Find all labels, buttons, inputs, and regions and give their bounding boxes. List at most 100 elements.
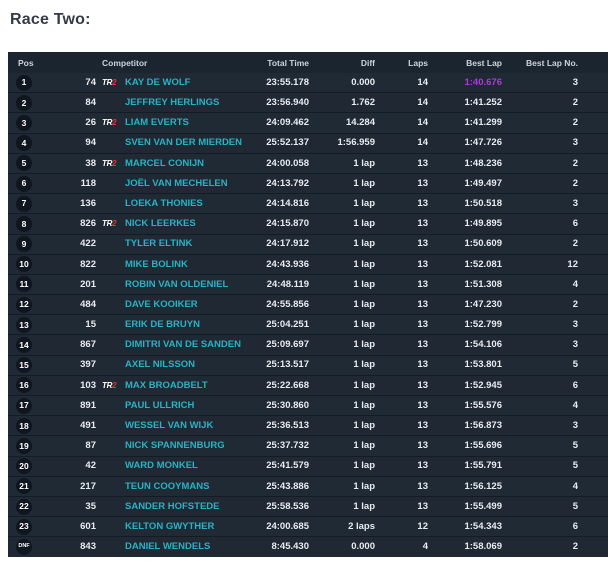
table-row: 16 103 TR2 MAX BROADBELT 25:22.668 1 lap … (8, 374, 608, 396)
position-badge: 3 (16, 114, 32, 131)
laps-cell: 14 (378, 132, 431, 154)
header-best-lap-no: Best Lap No. (505, 52, 608, 73)
laps-cell: 13 (378, 415, 431, 436)
competitor-name[interactable]: TEUN COOYMANS (125, 480, 210, 492)
competitor-name[interactable]: DIMITRI VAN DE SANDEN (125, 339, 241, 351)
total-time-cell: 25:58.536 (250, 495, 312, 517)
competitor-name[interactable]: PAUL ULLRICH (125, 399, 195, 411)
tr2-team-logo: TR2 (102, 158, 117, 168)
page-title: Race Two: (10, 11, 91, 28)
competitor-name[interactable]: ROBIN VAN OLDENIEL (125, 278, 229, 290)
competitor-name[interactable]: LIAM EVERTS (125, 117, 189, 129)
best-lap-no-cell: 6 (505, 213, 608, 234)
table-row: 17 891 PAUL ULLRICH 25:30.860 1 lap 13 1… (8, 394, 608, 416)
position-badge: 17 (16, 397, 32, 414)
competitor-name[interactable]: DANIEL WENDELS (125, 541, 211, 553)
competitor-name[interactable]: WARD MONKEL (125, 460, 198, 472)
table-row: 22 35 SANDER HOFSTEDE 25:58.536 1 lap 13… (8, 495, 608, 517)
competitor-number: 843 (42, 536, 100, 557)
competitor-name[interactable]: NICK LEERKES (125, 218, 196, 230)
table-row: 14 867 DIMITRI VAN DE SANDEN 25:09.697 1… (8, 334, 608, 356)
position-badge: DNF (16, 538, 32, 555)
laps-cell: 13 (378, 273, 431, 295)
results-header: Pos Competitor Total Time Diff Laps Best… (8, 52, 608, 73)
total-time-cell: 23:56.940 (250, 92, 312, 113)
competitor-name[interactable]: AXEL NILSSON (125, 359, 196, 371)
table-row: 6 118 JOËL VAN MECHELEN 24:13.792 1 lap … (8, 172, 608, 194)
best-lap-cell: 1:40.676 (464, 76, 502, 88)
total-time-cell: 24:00.685 (250, 516, 312, 537)
competitor-number: 397 (42, 354, 100, 376)
laps-cell: 13 (378, 233, 431, 255)
header-competitor: Competitor (100, 52, 250, 73)
header-diff: Diff (312, 52, 378, 73)
competitor-name[interactable]: JEFFREY HERLINGS (125, 97, 220, 109)
best-lap-no-cell: 3 (505, 415, 608, 436)
competitor-name[interactable]: SVEN VAN DER MIERDEN (125, 137, 243, 149)
diff-cell: 1 lap (312, 394, 378, 416)
competitor-name[interactable]: JOËL VAN MECHELEN (125, 177, 228, 189)
competitor-number: 84 (42, 92, 100, 113)
competitor-name[interactable]: MIKE BOLINK (125, 258, 188, 270)
best-lap-no-cell: 3 (505, 314, 608, 335)
table-row: 2 84 JEFFREY HERLINGS 23:56.940 1.762 14… (8, 92, 608, 113)
best-lap-no-cell: 2 (505, 92, 608, 113)
best-lap-no-cell: 2 (505, 536, 608, 557)
competitor-number: 35 (42, 495, 100, 517)
results-table: Pos Competitor Total Time Diff Laps Best… (8, 52, 608, 557)
total-time-cell: 25:36.513 (250, 415, 312, 436)
competitor-name[interactable]: TYLER ELTINK (125, 238, 193, 250)
diff-cell: 1 lap (312, 294, 378, 315)
best-lap-cell: 1:47.230 (464, 298, 502, 310)
diff-cell: 1 lap (312, 415, 378, 436)
laps-cell: 13 (378, 253, 431, 275)
diff-cell: 0.000 (312, 73, 378, 93)
competitor-name[interactable]: SANDER HOFSTEDE (125, 500, 220, 512)
total-time-cell: 25:13.517 (250, 354, 312, 376)
best-lap-no-cell: 5 (505, 455, 608, 477)
competitor-name[interactable]: ERIK DE BRUYN (125, 319, 200, 331)
total-time-cell: 23:55.178 (250, 73, 312, 93)
total-time-cell: 25:30.860 (250, 394, 312, 416)
competitor-number: 491 (42, 415, 100, 436)
position-badge: 7 (16, 195, 32, 212)
best-lap-cell: 1:54.106 (464, 339, 502, 351)
diff-cell: 1:56.959 (312, 132, 378, 154)
best-lap-cell: 1:54.343 (464, 520, 502, 532)
competitor-name[interactable]: MARCEL CONIJN (125, 157, 204, 169)
best-lap-no-cell: 6 (505, 516, 608, 537)
best-lap-no-cell: 3 (505, 193, 608, 214)
competitor-name[interactable]: LOEKA THONIES (125, 197, 203, 209)
best-lap-no-cell: 4 (505, 394, 608, 416)
header-number (42, 52, 100, 73)
best-lap-cell: 1:41.299 (464, 117, 502, 129)
best-lap-cell: 1:52.945 (464, 379, 502, 391)
diff-cell: 0.000 (312, 536, 378, 557)
header-best-lap: Best Lap (431, 52, 505, 73)
best-lap-no-cell: 2 (505, 152, 608, 174)
total-time-cell: 24:13.792 (250, 172, 312, 194)
table-row: 23 601 KELTON GWYTHER 24:00.685 2 laps 1… (8, 516, 608, 537)
laps-cell: 13 (378, 374, 431, 396)
competitor-number: 201 (42, 273, 100, 295)
competitor-name[interactable]: MAX BROADBELT (125, 379, 208, 391)
competitor-name[interactable]: WESSEL VAN WIJK (125, 420, 214, 432)
competitor-number: 867 (42, 334, 100, 356)
competitor-name[interactable]: DAVE KOOIKER (125, 298, 198, 310)
best-lap-cell: 1:56.125 (464, 480, 502, 492)
laps-cell: 13 (378, 172, 431, 194)
position-badge: 22 (16, 498, 32, 515)
total-time-cell: 25:22.668 (250, 374, 312, 396)
competitor-number: 422 (42, 233, 100, 255)
diff-cell: 14.284 (312, 112, 378, 134)
competitor-name[interactable]: KELTON GWYTHER (125, 520, 215, 532)
diff-cell: 1 lap (312, 152, 378, 174)
total-time-cell: 24:48.119 (250, 273, 312, 295)
competitor-number: 484 (42, 294, 100, 315)
total-time-cell: 24:17.912 (250, 233, 312, 255)
diff-cell: 1 lap (312, 435, 378, 457)
position-badge: 19 (16, 437, 32, 454)
competitor-name[interactable]: KAY DE WOLF (125, 76, 191, 88)
best-lap-cell: 1:48.236 (464, 157, 502, 169)
competitor-name[interactable]: NICK SPANNENBURG (125, 440, 225, 452)
